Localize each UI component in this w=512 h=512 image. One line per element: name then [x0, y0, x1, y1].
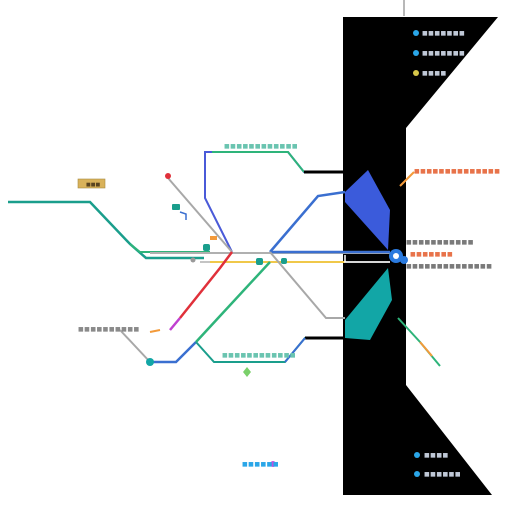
dot-blue-legend-3 — [414, 452, 420, 458]
right-gray-label-3: ■■■■■■■■■■■■■■ — [406, 263, 492, 270]
connector-hook-1 — [179, 211, 187, 220]
blue-bottom-right-line — [284, 337, 306, 363]
left-gray-label: ■■■■■■■■■■ — [78, 326, 140, 333]
dot-yellow-legend — [413, 70, 419, 76]
hub-node-ring — [393, 253, 399, 259]
bottom-center-label: ■■■■■■■■■■■■ — [222, 352, 296, 359]
bottom-tiny-label: ■■■■■■ — [242, 461, 279, 468]
connector-node-1[interactable] — [172, 204, 180, 210]
blue-diagonal-line — [269, 190, 346, 253]
teal-triangle — [345, 268, 392, 340]
orange-marker — [210, 236, 217, 240]
connector-node-2[interactable] — [203, 244, 210, 251]
dark-side-panel — [343, 17, 498, 495]
gray-diagonal-upper — [167, 177, 233, 253]
panel-top-label-3: ■■■■ — [422, 70, 447, 77]
right-orange-label: ■■■■■■■■■■■■■■ — [414, 168, 500, 175]
panel-bottom-label-2: ■■■■■■ — [424, 471, 461, 478]
blue-panel-inner-line — [344, 255, 390, 263]
red-line — [179, 251, 233, 319]
green-top-line — [212, 151, 305, 173]
tag-box-label: ■■■ — [86, 182, 100, 188]
blue-bottom-line — [150, 341, 197, 364]
dot-blue-legend-1 — [413, 30, 419, 36]
tag-box[interactable] — [77, 178, 106, 189]
green-upper-line — [129, 243, 210, 253]
top-center-label: ■■■■■■■■■■■■ — [224, 143, 298, 150]
green-diagonal-line — [195, 261, 271, 343]
gray-small-node — [190, 257, 196, 263]
green-diamond-marker — [243, 367, 251, 377]
orange-right-line — [399, 171, 415, 187]
gray-diagonal-right — [269, 251, 345, 319]
right-gray-label-1: ■■■■■■■■■■■ — [406, 239, 474, 246]
connector-node-4[interactable] — [281, 258, 287, 264]
red-endpoint[interactable] — [165, 173, 171, 179]
magenta-line — [169, 317, 181, 331]
orange-right-lower-line — [419, 341, 433, 357]
panel-bottom-label-1: ■■■■ — [424, 452, 449, 459]
panel-top-label-2: ■■■■■■■ — [422, 50, 465, 57]
gray-diagonal-left — [119, 329, 151, 363]
panel-top-label-1: ■■■■■■■ — [422, 30, 465, 37]
hub-secondary-node[interactable] — [400, 256, 408, 264]
indigo-upper-line — [204, 151, 345, 253]
connector-node-5[interactable] — [146, 358, 154, 366]
purple-small-dot — [270, 461, 276, 467]
right-gray-label-2: ■■■■■■■ — [410, 251, 453, 258]
dot-blue-legend-2 — [413, 50, 419, 56]
orange-short-line — [149, 329, 161, 333]
dot-blue-legend-4 — [414, 471, 420, 477]
teal-long-line — [8, 200, 204, 260]
connector-node-3[interactable] — [256, 258, 263, 265]
blue-triangle — [345, 170, 390, 250]
